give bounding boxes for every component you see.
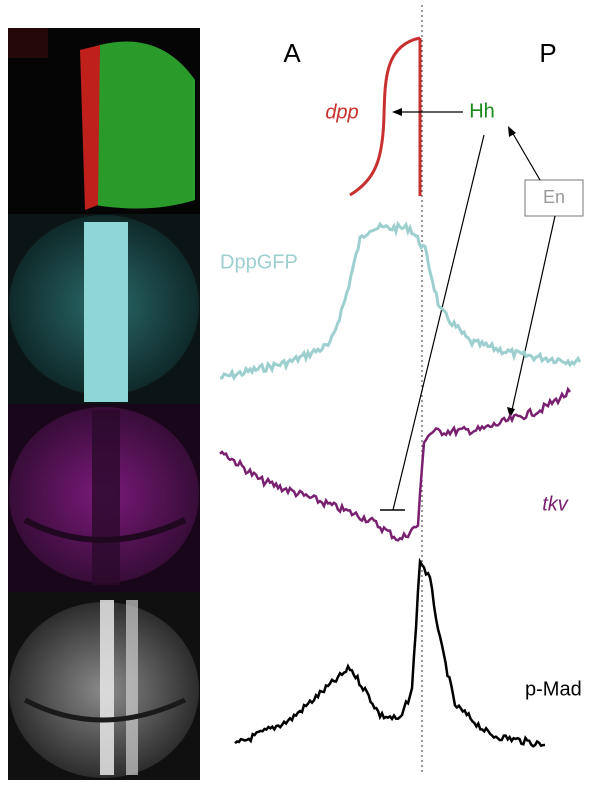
dpp-curve bbox=[350, 38, 420, 195]
figure: A P dpp Hh En DppGFP tkv p-Mad bbox=[0, 0, 599, 780]
anterior-label: A bbox=[283, 38, 301, 68]
hh-label: Hh bbox=[469, 100, 495, 122]
image-panel-dppgfp bbox=[8, 214, 200, 404]
en-hh-arrow bbox=[512, 132, 540, 180]
tkv-label: tkv bbox=[542, 493, 569, 515]
image-panel-hh-dpp bbox=[8, 28, 200, 214]
hh-tkv-inhibition bbox=[393, 135, 484, 510]
arrow-head bbox=[392, 108, 402, 116]
dpp-label: dpp bbox=[325, 101, 358, 123]
image-panel-pmad bbox=[8, 592, 200, 780]
en-tkv-arrow bbox=[512, 216, 555, 410]
image-panel-tkv bbox=[8, 404, 200, 592]
dppgfp-curve bbox=[220, 224, 580, 378]
tkv-curve bbox=[220, 389, 570, 540]
pmad-curve bbox=[235, 562, 545, 747]
pmad-label: p-Mad bbox=[525, 678, 582, 700]
arrow-head bbox=[508, 126, 516, 137]
dppgfp-label: DppGFP bbox=[220, 251, 298, 273]
posterior-label: P bbox=[539, 38, 556, 68]
en-label: En bbox=[543, 187, 565, 207]
